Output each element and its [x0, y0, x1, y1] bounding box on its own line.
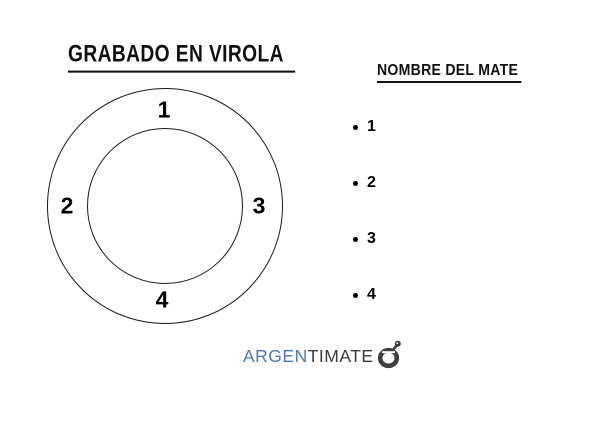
- logo-text-blue: ARGEN: [243, 346, 308, 366]
- name-list-header: NOMBRE DEL MATE: [377, 62, 522, 83]
- ring-label-left: 2: [60, 192, 74, 219]
- logo-text-dark: TIMATE: [307, 346, 374, 366]
- list-item: 3: [353, 228, 473, 250]
- virola-ring-diagram: 1 2 3 4: [47, 88, 283, 324]
- bullet-icon: [353, 180, 358, 186]
- list-item: 1: [353, 116, 473, 138]
- ring-label-right: 3: [252, 192, 266, 219]
- list-item-label: 2: [367, 174, 376, 191]
- list-item-label: 3: [367, 230, 376, 247]
- list-item: 2: [353, 172, 473, 194]
- logo-wordmark: ARGENTIMATE: [243, 343, 374, 369]
- ring-label-top: 1: [157, 96, 171, 123]
- list-item-label: 4: [367, 286, 376, 303]
- bullet-icon: [353, 236, 358, 242]
- ring-label-bottom: 4: [155, 286, 169, 313]
- mate-gourd-icon: [377, 340, 402, 374]
- list-item: 4: [353, 284, 473, 306]
- bullet-icon: [353, 124, 358, 130]
- bullet-icon: [353, 292, 358, 298]
- page-title: GRABADO EN VIROLA: [68, 40, 296, 73]
- list-item-label: 1: [367, 118, 376, 135]
- logo: ARGENTIMATE: [243, 338, 402, 374]
- inner-circle: [87, 128, 243, 284]
- name-list: 1 2 3 4: [353, 116, 473, 340]
